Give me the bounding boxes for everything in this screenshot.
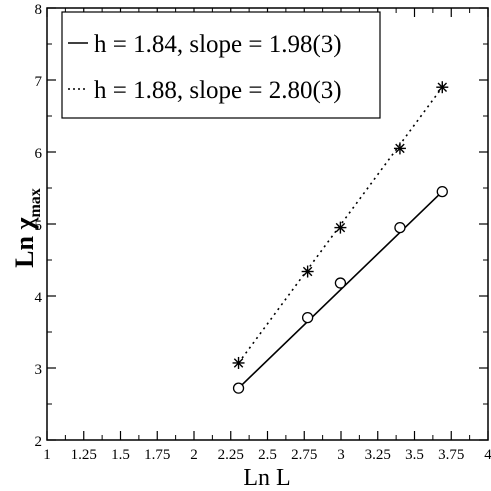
x-tick-label: 2 [190,447,198,463]
x-tick-label: 1 [43,447,51,463]
data-point-circle [394,221,406,234]
y-tick-label: 8 [35,2,43,18]
legend-entry-2: h = 1.88, slope = 2.80(3) [94,77,342,104]
y-axis-label: Ln χmax [10,188,44,268]
series-1 [232,185,448,394]
legend-entry-1: h = 1.84, slope = 1.98(3) [94,31,342,58]
y-tick-label: 6 [35,146,43,162]
y-tick-label: 2 [35,434,43,450]
star-stroke [233,358,244,368]
series-layer [232,81,449,394]
data-point-circle [301,311,314,324]
star-stroke [302,266,313,277]
x-tick-label: 1.25 [71,447,97,463]
legend-box [61,11,381,119]
x-tick-label: 1.5 [111,447,130,463]
y-tick-label: 3 [35,362,43,378]
series-2 [232,81,449,369]
star-stroke [335,222,346,233]
x-tick-label: 3.75 [438,447,464,463]
x-tick-label: 3.25 [365,447,391,463]
y-axis-label-sub: max [27,188,44,217]
x-tick-label: 2.25 [218,447,244,463]
x-tick-label: 3 [337,447,345,463]
y-tick-label: 7 [35,74,43,90]
data-point-circle [232,382,245,394]
x-tick-label: 2.5 [258,447,277,463]
legend: h = 1.84, slope = 1.98(3) h = 1.88, slop… [61,11,381,119]
y-tick-labels: 2 3 4 5 6 7 8 [35,2,43,450]
y-axis-label-main: Ln χ [10,217,39,268]
y-tick-label: 4 [35,290,43,306]
data-point-star [232,356,245,369]
data-point-star [393,142,406,155]
x-tick-labels: 1 1.25 1.5 1.75 2 2.25 2.5 2.75 3 3.25 3.5 3.75 4 [43,447,491,463]
star-stroke [437,82,448,92]
data-point-circle [334,277,347,289]
x-tick-label: 4 [484,447,491,463]
x-tick-label: 1.75 [144,447,170,463]
x-axis-label: Ln L [243,465,290,491]
y-tick-label: 5 [35,218,43,234]
x-tick-label: 3.5 [405,447,424,463]
x-tick-label: 2.75 [291,447,317,463]
data-point-circle [436,185,448,198]
data-point-star [334,221,347,234]
series-1-fit-line [237,191,443,389]
data-point-star [436,81,449,94]
y-axis-label-group: Ln χmax [10,188,44,268]
data-point-star [301,265,314,278]
star-stroke [395,143,405,154]
